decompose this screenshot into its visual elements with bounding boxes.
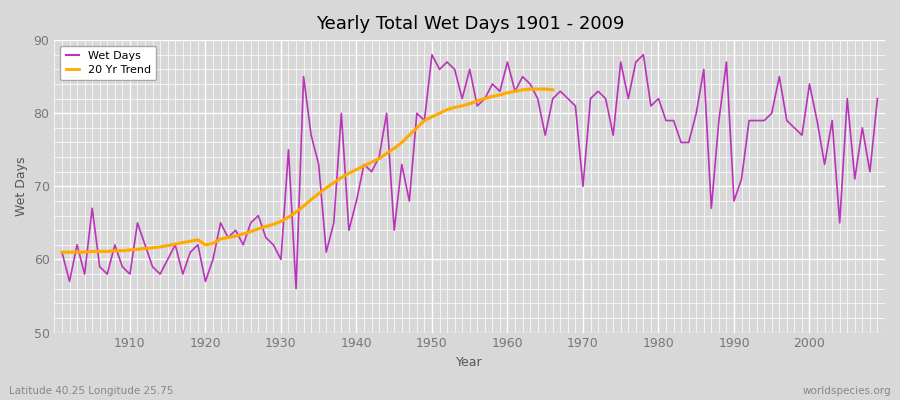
Title: Yearly Total Wet Days 1901 - 2009: Yearly Total Wet Days 1901 - 2009	[316, 15, 624, 33]
Y-axis label: Wet Days: Wet Days	[15, 156, 28, 216]
Text: worldspecies.org: worldspecies.org	[803, 386, 891, 396]
Legend: Wet Days, 20 Yr Trend: Wet Days, 20 Yr Trend	[60, 46, 157, 80]
Text: Latitude 40.25 Longitude 25.75: Latitude 40.25 Longitude 25.75	[9, 386, 174, 396]
X-axis label: Year: Year	[456, 356, 483, 369]
